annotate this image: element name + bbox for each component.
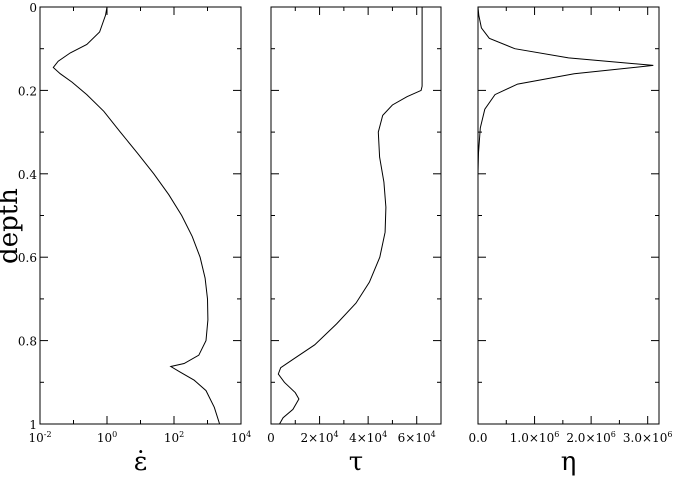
x-axis-label: τ xyxy=(349,447,363,477)
x-tick-label: 2.0×106 xyxy=(566,430,616,445)
y-tick-label: 0 xyxy=(29,1,37,15)
x-tick-label: 100 xyxy=(97,430,117,445)
plot-frame xyxy=(270,6,442,425)
x-tick-label: 10-2 xyxy=(28,430,51,445)
x-tick-label: 6×104 xyxy=(398,430,436,445)
plot-frame xyxy=(477,6,660,425)
x-tick-label: 104 xyxy=(231,430,251,445)
y-tick-label: 0.8 xyxy=(18,335,37,349)
y-tick-label: 0.6 xyxy=(18,251,37,265)
panel-strain-rate: 0 0.2 0.4 0.6 0.8 110-2 100 102 104 ε̇ xyxy=(18,1,251,477)
panel-viscosity: 0.0 1.0×106 2.0×106 3.0×106 η xyxy=(468,6,673,477)
panel-stress: 0 2×104 4×104 6×104 τ xyxy=(267,6,442,477)
x-tick-label: 4×104 xyxy=(349,430,387,445)
series-line xyxy=(477,6,654,424)
x-tick-label: 0.0 xyxy=(468,431,487,445)
y-axis-label: depth xyxy=(0,188,24,264)
x-axis-label: η xyxy=(561,447,577,477)
plot-frame xyxy=(39,6,242,425)
y-tick-label: 1 xyxy=(29,418,37,432)
x-axis-label: ε̇ xyxy=(134,447,147,477)
x-tick-label: 1.0×106 xyxy=(510,430,560,445)
y-tick-label: 0.4 xyxy=(18,168,37,182)
x-tick-label: 3.0×106 xyxy=(623,430,673,445)
x-tick-label: 2×104 xyxy=(301,430,339,445)
series-line xyxy=(277,7,423,425)
y-tick-label: 0.2 xyxy=(18,84,37,98)
x-tick-label: 102 xyxy=(164,430,184,445)
x-tick-label: 0 xyxy=(267,431,275,445)
series-line xyxy=(52,6,221,425)
